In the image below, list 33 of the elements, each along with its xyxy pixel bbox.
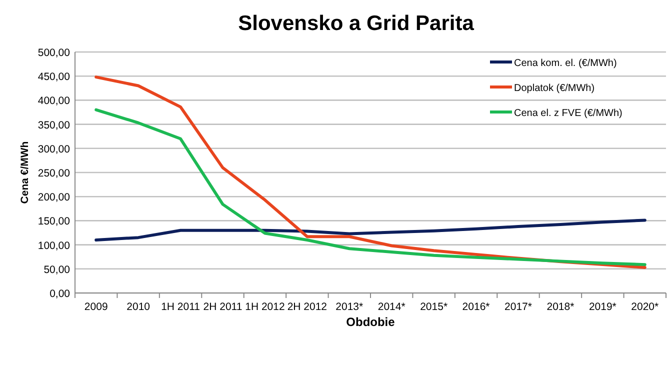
x-tick-label: 1H 2011: [161, 301, 200, 313]
y-tick-label: 0,00: [50, 288, 70, 300]
line-series: [94, 218, 646, 242]
y-tick-label: 450,00: [38, 71, 70, 84]
legend-label: Doplatok (€/MWh): [514, 83, 595, 94]
legend-label: Cena el. z FVE (€/MWh): [514, 108, 622, 119]
legend-label: Cena kom. el. (€/MWh): [514, 58, 617, 69]
y-axis-title: Cena €/MWh: [19, 141, 31, 204]
y-tick-label: 350,00: [38, 119, 70, 132]
y-tick-label: 300,00: [38, 143, 70, 156]
y-tick-label: 100,00: [38, 240, 70, 252]
y-tick-label: 200,00: [38, 192, 70, 204]
y-tick-label: 250,00: [38, 168, 70, 180]
x-tick-label: 2009: [84, 301, 108, 313]
y-tick-label: 500,00: [38, 47, 70, 59]
x-tick-label: 2016*: [462, 301, 490, 313]
y-tick-label: 150,00: [38, 216, 70, 228]
x-axis-title: Obdobie: [346, 315, 396, 329]
x-tick-label: 2018*: [546, 301, 574, 313]
x-tick-label: 2H 2012: [287, 301, 328, 313]
x-tick-label: 2010: [126, 301, 150, 313]
y-tick-label: 400,00: [38, 95, 70, 108]
x-tick-label: 1H 2012: [245, 301, 285, 313]
x-tick-label: 2017*: [504, 301, 532, 313]
x-tick-label: 2015*: [420, 301, 448, 313]
x-tick-label: 2019*: [588, 301, 616, 313]
x-tick-label: 2013*: [336, 301, 364, 313]
x-tick-label: 2020*: [631, 301, 659, 313]
x-tick-label: 2014*: [378, 301, 406, 313]
line-series: [94, 108, 646, 266]
y-tick-label: 50,00: [44, 264, 70, 276]
chart-title: Slovensko a Grid Parita: [238, 12, 474, 35]
x-tick-label: 2H 2011: [203, 301, 242, 313]
